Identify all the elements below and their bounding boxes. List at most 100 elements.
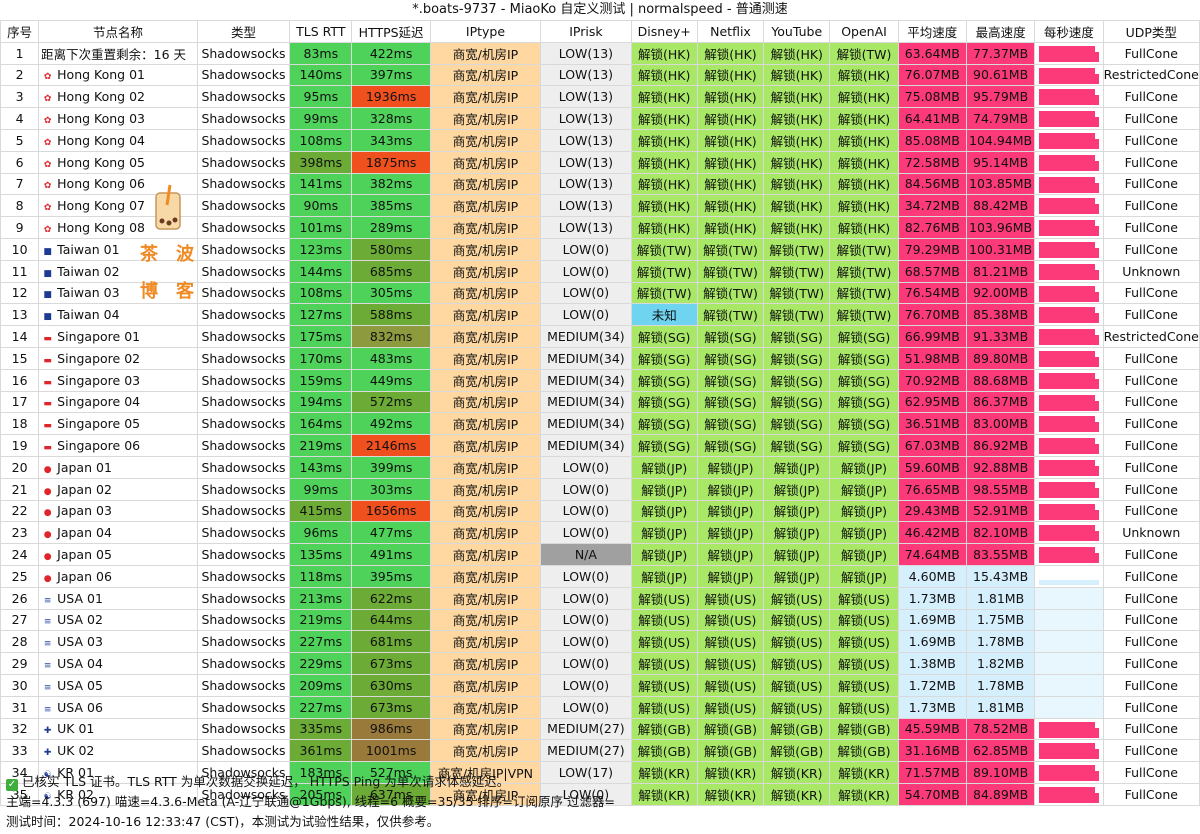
table-row[interactable]: 12 ■ Taiwan 03 Shadowsocks 108ms 305ms 商宽/机房IP… [0,281,1200,305]
ip-risk: LOW(0) [540,521,632,545]
table-row[interactable]: 6 ✿ Hong Kong 05 Shadowsocks 398ms 1875ms 商宽/机… [0,150,1200,174]
table-row[interactable]: 15 ▬ Singapore 02 Shadowsocks 170ms 483ms 商宽/机… [0,346,1200,370]
table-row[interactable]: 28 ≡ USA 03 Shadowsocks 227ms 681ms 商宽/机房IP LOW… [0,630,1200,654]
ip-type: 商宽/机房IP [429,346,542,370]
node-name: ≡ USA 01 [38,586,198,610]
max-speed: 100.31MB [965,237,1036,261]
table-row[interactable]: 5 ✿ Hong Kong 04 Shadowsocks 108ms 343ms 商宽/机房… [0,128,1200,152]
ip-risk: MEDIUM(27) [540,717,632,741]
youtube-status: 解锁(HK) [763,128,831,152]
node-name-label: Singapore 05 [57,416,141,432]
table-row[interactable]: 25 ● Japan 06 Shadowsocks 118ms 395ms 商宽/机房IP L… [0,564,1200,588]
table-row[interactable]: 18 ▬ Singapore 05 Shadowsocks 164ms 492ms 商宽/机… [0,412,1200,436]
node-name-label: Hong Kong 04 [57,132,145,148]
max-speed: 1.81MB [965,695,1036,719]
node-name-label: Japan 01 [57,459,112,475]
ip-type: 商宽/机房IP [429,107,542,130]
table-row[interactable]: 35 ☯ KR 02 Shadowsocks 205ms 637ms 商宽/机房IP LOW(… [0,782,1200,806]
table-row[interactable]: 13 ■ Taiwan 04 Shadowsocks 127ms 588ms 商宽/机房IP… [0,303,1200,327]
netflix-status: 解锁(SG) [696,390,765,414]
table-row[interactable]: 4 ✿ Hong Kong 03 Shadowsocks 99ms 328ms 商宽/机房I… [0,107,1200,130]
netflix-status: 解锁(HK) [696,150,765,174]
table-row[interactable]: 1 距离下次重置剩余：16 天 Shadowsocks 83ms 422ms 商宽/机房I… [0,41,1200,65]
node-name-label: Japan 05 [57,547,112,563]
udp-type: Unknown [1102,259,1200,283]
ip-risk: LOW(0) [540,608,632,632]
https-latency: 644ms [351,608,431,632]
node-name-label: USA 03 [57,634,103,650]
table-row[interactable]: 8 ✿ Hong Kong 07 Shadowsocks 90ms 385ms 商宽/机房I… [0,194,1200,218]
ip-risk: N/A [540,543,632,566]
table-row[interactable]: 14 ▬ Singapore 01 Shadowsocks 175ms 832ms 商宽/机… [0,325,1200,348]
footer-line-3: 测试时间：2024-10-16 12:33:47 (CST)，本测试为试验性结果… [6,814,440,829]
tls-rtt: 183ms [289,761,353,784]
flag-kr-icon: ☯ [43,769,52,780]
youtube-status: 解锁(TW) [763,259,831,283]
table-row[interactable]: 29 ≡ USA 04 Shadowsocks 229ms 673ms 商宽/机房IP LOW… [0,652,1200,675]
tls-rtt: 83ms [289,41,353,65]
max-speed: 1.75MB [965,608,1036,632]
node-name: ■ Taiwan 01 [38,237,198,261]
row-index: 18 [0,412,40,436]
avg-speed: 76.65MB [897,477,967,501]
avg-speed: 4.60MB [897,564,967,588]
table-row[interactable]: 27 ≡ USA 02 Shadowsocks 219ms 644ms 商宽/机房IP LOW… [0,608,1200,632]
table-row[interactable]: 11 ■ Taiwan 02 Shadowsocks 144ms 685ms 商宽/机房IP… [0,259,1200,283]
sparkline-bars [1039,721,1100,738]
netflix-status: 解锁(GB) [696,717,765,741]
table-row[interactable]: 22 ● Japan 03 Shadowsocks 415ms 1656ms 商宽/机房IP… [0,499,1200,523]
netflix-status: 解锁(SG) [696,325,765,348]
ip-type: 商宽/机房IP [429,325,542,348]
youtube-status: 解锁(KR) [763,782,831,806]
node-type: Shadowsocks [196,172,291,196]
table-row[interactable]: 20 ● Japan 01 Shadowsocks 143ms 399ms 商宽/机房IP L… [0,455,1200,479]
node-name: ✿ Hong Kong 03 [38,107,198,130]
https-latency: 492ms [351,412,431,436]
table-row[interactable]: 31 ≡ USA 06 Shadowsocks 227ms 673ms 商宽/机房IP LOW… [0,695,1200,719]
table-row[interactable]: 32 ✚ UK 01 Shadowsocks 335ms 986ms 商宽/机房IP MEDI… [0,717,1200,741]
sparkline-bars [1039,307,1100,324]
disney-status: 解锁(HK) [630,150,698,174]
openai-status: 解锁(JP) [829,455,899,479]
row-index: 27 [0,608,40,632]
ip-type: 商宽/机房IP [429,782,542,806]
node-name: ● Japan 02 [38,477,198,501]
table-row[interactable]: 19 ▬ Singapore 06 Shadowsocks 219ms 2146ms 商宽/… [0,434,1200,457]
speed-sparkline [1034,281,1104,305]
ip-risk: LOW(0) [540,673,632,697]
table-row[interactable]: 10 ■ Taiwan 01 Shadowsocks 123ms 580ms 商宽/机房IP… [0,237,1200,261]
node-name: ☯ KR 01 [38,761,198,784]
flag-us-icon: ≡ [43,639,52,650]
node-type: Shadowsocks [196,521,291,545]
table-row[interactable]: 16 ▬ Singapore 03 Shadowsocks 159ms 449ms 商宽/机… [0,368,1200,392]
openai-status: 解锁(TW) [829,41,899,65]
sparkline-bars [1039,481,1100,498]
node-type: Shadowsocks [196,85,291,109]
sparkline-bars [1039,459,1100,476]
table-row[interactable]: 26 ≡ USA 01 Shadowsocks 213ms 622ms 商宽/机房IP LOW… [0,586,1200,610]
https-latency: 673ms [351,652,431,675]
https-latency: 303ms [351,477,431,501]
table-row[interactable]: 24 ● Japan 05 Shadowsocks 135ms 491ms 商宽/机房IP N… [0,543,1200,566]
table-row[interactable]: 3 ✿ Hong Kong 02 Shadowsocks 95ms 1936ms 商宽/机房… [0,85,1200,109]
tls-rtt: 90ms [289,194,353,218]
flag-hk-icon: ✿ [43,159,52,170]
youtube-status: 解锁(US) [763,586,831,610]
table-row[interactable]: 23 ● Japan 04 Shadowsocks 96ms 477ms 商宽/机房IP LO… [0,521,1200,545]
ip-risk: LOW(13) [540,194,632,218]
udp-type: RestrictedCone [1102,325,1200,348]
avg-speed: 1.69MB [897,630,967,654]
table-row[interactable]: 33 ✚ UK 02 Shadowsocks 361ms 1001ms 商宽/机房IP MED… [0,739,1200,763]
node-type: Shadowsocks [196,586,291,610]
table-row[interactable]: 7 ✿ Hong Kong 06 Shadowsocks 141ms 382ms 商宽/机房… [0,172,1200,196]
ip-risk: LOW(0) [540,586,632,610]
table-row[interactable]: 21 ● Japan 02 Shadowsocks 99ms 303ms 商宽/机房IP LO… [0,477,1200,501]
avg-speed: 76.70MB [897,303,967,327]
https-latency: 477ms [351,521,431,545]
table-row[interactable]: 2 ✿ Hong Kong 01 Shadowsocks 140ms 397ms 商宽/机房… [0,63,1200,87]
table-row[interactable]: 30 ≡ USA 05 Shadowsocks 209ms 630ms 商宽/机房IP LOW… [0,673,1200,697]
speed-sparkline [1034,455,1104,479]
tls-rtt: 229ms [289,652,353,675]
sparkline-bars [1039,285,1100,302]
table-row[interactable]: 17 ▬ Singapore 04 Shadowsocks 194ms 572ms 商宽/机… [0,390,1200,414]
